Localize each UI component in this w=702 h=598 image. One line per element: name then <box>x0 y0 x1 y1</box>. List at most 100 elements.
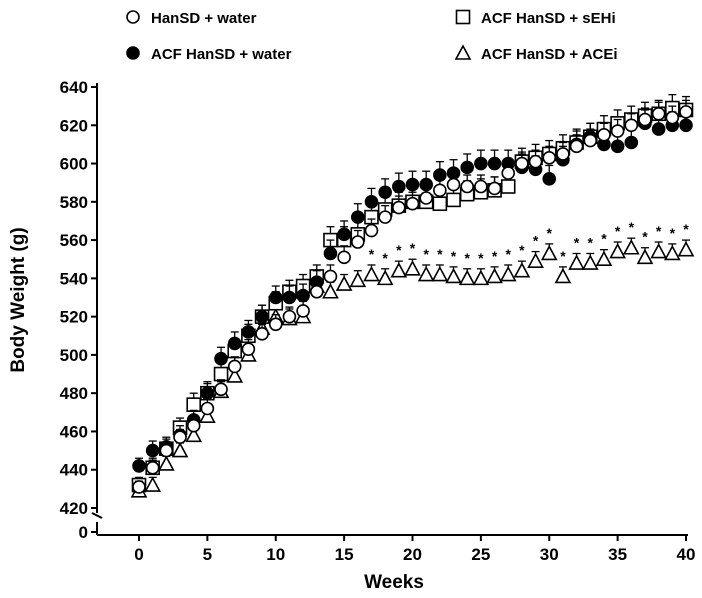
y-tick-label: 560 <box>60 231 88 250</box>
data-point <box>241 342 256 356</box>
data-point <box>569 139 584 154</box>
data-point <box>446 177 461 192</box>
y-tick-label: 520 <box>60 308 88 327</box>
significance-star: * <box>547 225 553 241</box>
data-point <box>241 325 256 339</box>
x-tick-label: 35 <box>608 545 627 564</box>
data-point <box>337 250 351 265</box>
significance-star: * <box>601 231 607 247</box>
legend-label: ACF HanSD + sEHi <box>481 10 616 27</box>
data-point <box>513 262 531 278</box>
data-point <box>487 156 502 171</box>
data-point <box>609 242 626 259</box>
data-point <box>474 156 488 171</box>
data-point <box>199 407 216 423</box>
significance-stars: * * * * * * * * * * * * * * * * * * * * * * * * <box>369 219 690 266</box>
significance-star: * <box>560 248 566 264</box>
data-point <box>431 265 449 282</box>
series-acf-hansd-acei <box>130 237 695 498</box>
data-point <box>227 359 242 374</box>
data-point <box>378 185 392 200</box>
data-point <box>651 106 666 121</box>
data-point <box>624 135 639 150</box>
significance-star: * <box>656 223 662 239</box>
data-point <box>663 244 681 261</box>
data-point <box>173 430 187 444</box>
data-point <box>322 283 339 299</box>
data-point <box>433 183 447 198</box>
significance-star: * <box>642 229 648 245</box>
significance-star: * <box>423 246 429 262</box>
data-point <box>486 267 503 284</box>
data-point <box>610 124 625 138</box>
data-point <box>460 179 475 194</box>
significance-star: * <box>478 250 484 266</box>
data-point <box>404 260 421 276</box>
data-point <box>186 418 201 433</box>
data-point <box>376 269 394 286</box>
data-point <box>472 269 490 286</box>
legend-label: HanSD + water <box>151 10 257 27</box>
significance-star: * <box>533 233 539 249</box>
legend-marker <box>455 9 471 25</box>
x-axis-title: Weeks <box>364 572 424 593</box>
data-point <box>323 269 338 284</box>
significance-star: * <box>369 246 375 262</box>
data-point <box>226 367 244 383</box>
data-point <box>132 480 146 494</box>
x-tick-label: 10 <box>266 545 285 564</box>
significance-star: * <box>670 225 676 241</box>
data-point <box>474 179 488 194</box>
y-tick-label-zero: 0 <box>79 523 88 542</box>
data-point <box>349 271 367 288</box>
data-point <box>335 275 353 291</box>
data-point <box>364 223 379 238</box>
data-point <box>650 242 667 259</box>
series-hansd-water <box>132 99 693 494</box>
data-point <box>542 172 557 186</box>
significance-star: * <box>464 250 470 266</box>
y-tick-label: 540 <box>60 269 88 288</box>
data-point <box>419 191 433 205</box>
data-point <box>144 476 162 492</box>
x-tick-label: 25 <box>471 545 490 564</box>
data-point <box>392 200 406 215</box>
significance-star: * <box>396 242 402 258</box>
significance-star: * <box>629 219 635 235</box>
data-point <box>282 290 297 305</box>
data-point <box>597 128 611 142</box>
legend-marker <box>454 44 472 60</box>
data-point <box>337 227 351 242</box>
legend-item-acf-hansd-sehi: ACF HanSD + sEHi <box>455 9 616 27</box>
data-point <box>364 195 379 209</box>
data-point <box>458 269 476 286</box>
y-tick-label: 480 <box>60 384 88 403</box>
data-point <box>405 177 420 192</box>
data-point <box>417 265 435 282</box>
axes: 420 440 460 480 500 520 540 560 580 600 620 640 0 0 5 1… <box>60 78 696 564</box>
data-point <box>309 284 324 299</box>
y-tick-label: 600 <box>60 155 88 174</box>
data-point <box>296 304 310 318</box>
legend-item-acf-hansd-acei: ACF HanSD + ACEi <box>454 44 618 63</box>
data-point <box>432 196 448 212</box>
data-point <box>159 443 174 458</box>
data-point <box>227 336 242 351</box>
data-point <box>595 250 613 267</box>
x-tick-label: 20 <box>403 545 422 564</box>
y-axis-title: Body Weight (g) <box>8 227 29 372</box>
significance-star: * <box>492 248 498 264</box>
data-point <box>581 254 599 270</box>
data-point <box>540 244 558 261</box>
y-tick-label: 460 <box>60 422 88 441</box>
data-point <box>665 110 680 125</box>
data-point <box>542 151 557 165</box>
y-tick-label: 620 <box>60 116 88 135</box>
data-point <box>487 181 502 196</box>
data-point <box>636 248 654 265</box>
data-point <box>528 154 543 169</box>
data-point <box>515 156 529 171</box>
data-point <box>363 265 380 282</box>
data-point <box>350 235 365 249</box>
significance-star: * <box>683 221 689 237</box>
